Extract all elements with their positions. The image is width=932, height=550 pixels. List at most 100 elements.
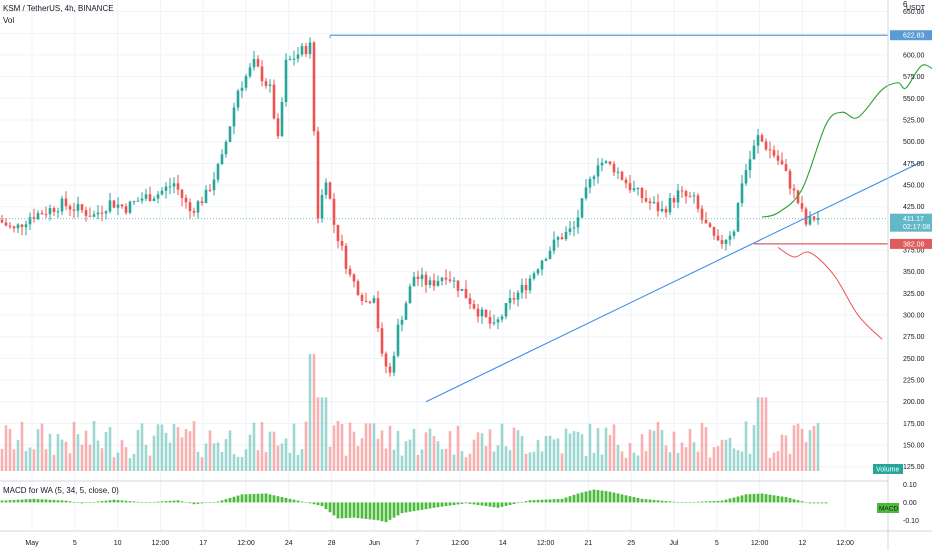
macd-bar xyxy=(104,500,108,503)
volume-legend[interactable]: Vol xyxy=(3,16,15,25)
macd-bar xyxy=(596,490,600,503)
macd-bar xyxy=(772,495,776,503)
candle-body xyxy=(60,198,64,212)
volume-bar xyxy=(752,425,756,472)
macd-bar xyxy=(768,494,772,503)
macd-bar xyxy=(292,499,296,503)
macd-bar xyxy=(72,501,76,503)
drawings[interactable] xyxy=(425,36,932,403)
macd-bar xyxy=(484,502,488,507)
candle-body xyxy=(612,163,616,173)
macd-bar xyxy=(708,501,712,503)
macd-badge-bg xyxy=(877,503,899,513)
volume-bar xyxy=(384,448,388,472)
candle-body xyxy=(792,188,796,191)
candle-body xyxy=(624,179,628,184)
volume-bar xyxy=(200,457,204,472)
candle-body xyxy=(772,150,776,156)
volume-bar xyxy=(188,431,192,472)
volume-bar xyxy=(596,428,600,472)
currency-tag[interactable]: USDT xyxy=(906,5,926,12)
volume-bar xyxy=(800,428,804,472)
volume-bar xyxy=(772,452,776,472)
volume-bar xyxy=(56,433,60,472)
macd-bar xyxy=(268,494,272,503)
symbol-title[interactable]: KSM / TetherUS, 4h, BINANCE xyxy=(3,4,114,13)
volume-bar xyxy=(712,447,716,472)
volume-bar xyxy=(492,451,496,472)
candle-body xyxy=(536,269,540,274)
macd-bar xyxy=(804,502,808,503)
candle-body xyxy=(112,200,116,208)
candle-body xyxy=(356,281,360,295)
volume-bar xyxy=(408,439,412,472)
macd-bar xyxy=(652,499,656,503)
macd-legend[interactable]: MACD for WA (5, 34, 5, close, 0) xyxy=(3,486,119,495)
volume-bar xyxy=(136,429,140,472)
horizontal-levels[interactable] xyxy=(0,34,888,245)
volume-bar xyxy=(532,451,536,472)
candle-body xyxy=(396,324,400,356)
macd-bar xyxy=(140,502,144,503)
macd-bar xyxy=(288,498,292,503)
macd-bar xyxy=(348,502,352,518)
volume-bar xyxy=(204,443,208,472)
candlesticks[interactable] xyxy=(0,37,820,377)
candle-body xyxy=(4,222,8,226)
candle-body xyxy=(380,328,384,354)
candle-body xyxy=(620,171,624,180)
volume-bar xyxy=(512,427,516,472)
macd-bar xyxy=(816,502,820,504)
candle-body xyxy=(468,298,472,305)
macd-bar xyxy=(532,500,536,503)
resistance-price-badge-bg xyxy=(890,30,932,41)
candle-body xyxy=(188,202,192,212)
candle-body xyxy=(720,240,724,244)
volume-bar xyxy=(92,421,96,472)
volume-bar xyxy=(416,454,420,472)
macd-bar xyxy=(132,501,136,503)
macd-bar xyxy=(736,496,740,503)
volume-bar xyxy=(700,422,704,472)
macd-bar xyxy=(232,496,236,503)
macd-bar xyxy=(88,502,92,503)
volume-bar xyxy=(28,447,32,472)
volume-bar xyxy=(304,421,308,472)
macd-bar xyxy=(324,502,328,510)
volume-bar xyxy=(500,423,504,472)
volume-bar xyxy=(124,447,128,472)
candle-body xyxy=(76,204,80,211)
volume-bar xyxy=(192,421,196,472)
macd-scale[interactable]: 0.10 0.00 -0.10 xyxy=(903,482,919,525)
macd-bar xyxy=(168,500,172,503)
macd-bar xyxy=(12,499,16,503)
macd-bar xyxy=(308,502,312,504)
time-scale[interactable]: May 5 10 12:00 17 12:00 24 28 Jun 7 12:00 14 12:00 21… xyxy=(25,540,854,547)
candle-body xyxy=(264,81,268,86)
volume-bar xyxy=(644,451,648,472)
macd-bar xyxy=(244,494,248,503)
macd-bar xyxy=(56,500,60,503)
volume-bar xyxy=(720,439,724,472)
volume-bar xyxy=(280,443,284,472)
macd-bar xyxy=(676,502,680,503)
candle-body xyxy=(580,198,584,218)
candle-body xyxy=(284,59,288,102)
macd-bar xyxy=(100,501,104,503)
volume-bar xyxy=(132,453,136,472)
macd-bar xyxy=(428,502,432,509)
macd-bar xyxy=(576,493,580,503)
candle-body xyxy=(492,322,496,324)
candle-body xyxy=(164,186,168,191)
macd-bar xyxy=(504,502,508,506)
candle-body xyxy=(368,301,372,303)
volume-bar xyxy=(440,449,444,472)
time-tick-label: 17 xyxy=(199,540,207,547)
candle-body xyxy=(760,135,764,142)
candle-body xyxy=(564,231,568,240)
volume-bar xyxy=(40,423,44,472)
candle-body xyxy=(524,284,528,291)
macd-bar xyxy=(84,502,88,503)
candle-body xyxy=(416,276,420,280)
